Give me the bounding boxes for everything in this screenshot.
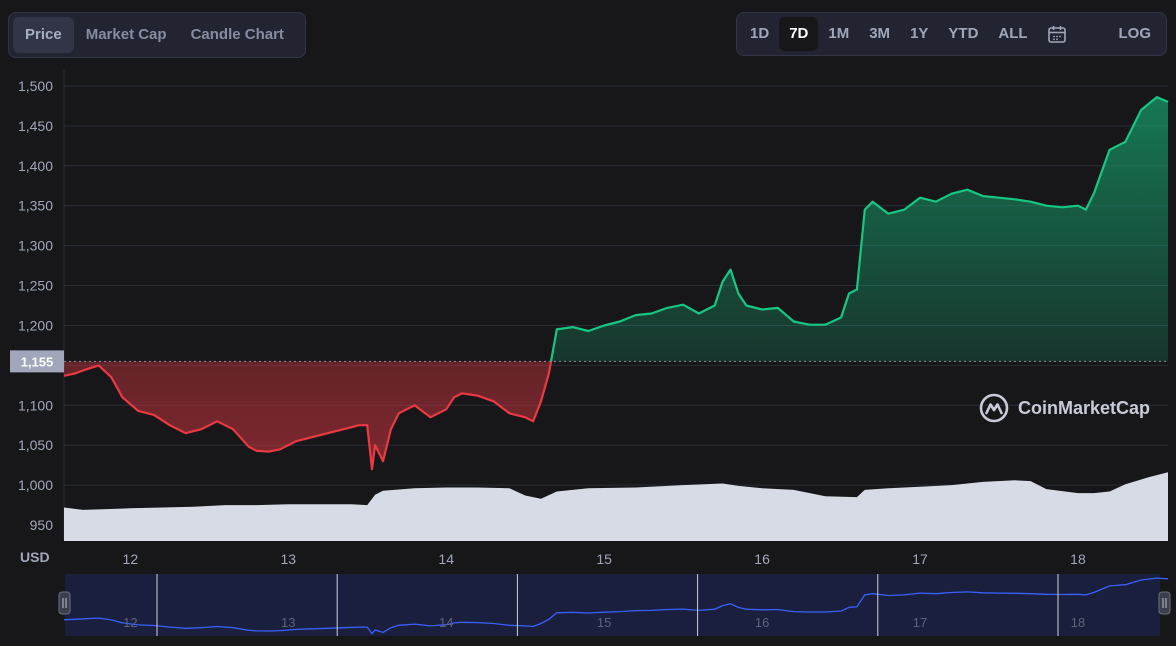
range-7d-button[interactable]: 7D bbox=[779, 17, 819, 51]
x-tick-label: 14 bbox=[438, 551, 454, 567]
x-tick-label: 17 bbox=[912, 551, 928, 567]
navigator-tick-label: 16 bbox=[755, 615, 769, 630]
navigator-handle-grip bbox=[1158, 591, 1171, 615]
price-area-above-baseline bbox=[64, 97, 1168, 362]
calendar-icon[interactable] bbox=[1038, 17, 1076, 51]
navigator-tick-label: 15 bbox=[597, 615, 611, 630]
y-tick-label: 1,000 bbox=[18, 477, 53, 493]
navigator-handle-grip bbox=[58, 591, 71, 615]
range-ytd-button[interactable]: YTD bbox=[948, 25, 979, 42]
y-tick-label: 1,300 bbox=[18, 238, 53, 254]
y-tick-label: 1,350 bbox=[18, 198, 53, 214]
y-tick-label: 1,250 bbox=[18, 278, 53, 294]
range-1m-button[interactable]: 1M bbox=[828, 25, 850, 42]
range-all-button[interactable]: ALL bbox=[998, 25, 1028, 42]
range-3m-button[interactable]: 3M bbox=[869, 25, 891, 42]
y-tick-label: 1,400 bbox=[18, 158, 53, 174]
navigator-tick-label: 14 bbox=[439, 615, 453, 630]
price-line-up bbox=[549, 96, 1169, 362]
tab-candle-chart[interactable]: Candle Chart bbox=[190, 26, 284, 43]
coinmarketcap-watermark: CoinMarketCap bbox=[978, 392, 1150, 424]
watermark-text: CoinMarketCap bbox=[1018, 397, 1151, 418]
navigator-tick-label: 17 bbox=[913, 615, 927, 630]
log-scale-button[interactable]: LOG bbox=[1118, 25, 1152, 42]
x-tick-label: 13 bbox=[280, 551, 296, 567]
baseline-label: 1,155 bbox=[21, 354, 54, 369]
range-1d-button[interactable]: 1D bbox=[750, 25, 770, 42]
x-tick-label: 12 bbox=[123, 551, 139, 567]
navigator-left-handle[interactable] bbox=[58, 591, 71, 615]
x-tick-label: 15 bbox=[596, 551, 612, 567]
price-line-down bbox=[63, 361, 553, 471]
tab-market-cap[interactable]: Market Cap bbox=[85, 26, 167, 43]
navigator-right-handle[interactable] bbox=[1158, 591, 1171, 615]
navigator-tick-label: 13 bbox=[281, 615, 295, 630]
navigator-window bbox=[65, 574, 1160, 636]
y-tick-label: 1,100 bbox=[18, 397, 53, 413]
tab-price[interactable]: Price bbox=[13, 17, 74, 53]
x-tick-label: 16 bbox=[754, 551, 770, 567]
y-tick-label: 1,200 bbox=[18, 317, 53, 333]
range-1y-button[interactable]: 1Y bbox=[910, 25, 929, 42]
navigator-tick-label: 12 bbox=[123, 615, 137, 630]
y-tick-label: 1,050 bbox=[18, 437, 53, 453]
y-axis-unit-label: USD bbox=[20, 549, 50, 565]
navigator-tick-label: 18 bbox=[1071, 615, 1085, 630]
chart-type-tabs: Price Market Cap Candle Chart bbox=[8, 12, 306, 58]
x-tick-label: 18 bbox=[1070, 551, 1086, 567]
time-range-selector: 1D 7D 1M 3M 1Y YTD ALL LOG bbox=[736, 12, 1167, 56]
baseline-label-bg bbox=[10, 350, 64, 373]
y-tick-label: 1,500 bbox=[18, 78, 53, 94]
y-tick-label: 950 bbox=[30, 517, 54, 533]
price-area-below-baseline bbox=[64, 361, 552, 470]
volume-area bbox=[64, 472, 1168, 541]
navigator-line bbox=[63, 577, 1169, 635]
y-tick-label: 1,450 bbox=[18, 118, 53, 134]
coinmarketcap-logo-icon bbox=[979, 393, 1009, 423]
